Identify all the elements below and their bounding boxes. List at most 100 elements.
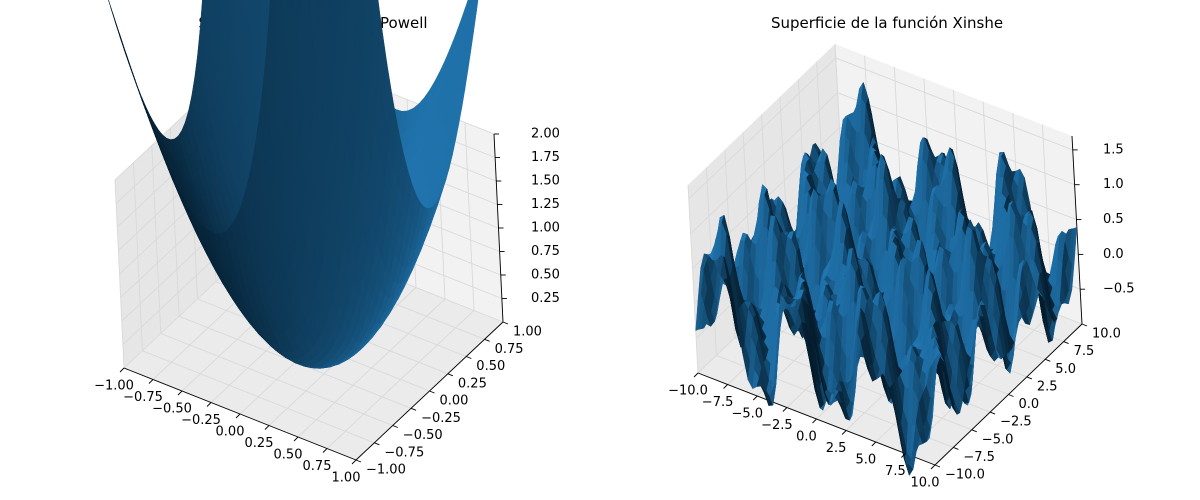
gridline-z-left bbox=[690, 92, 838, 235]
x-tick-label: 0.75 bbox=[303, 459, 332, 474]
y-tick-label: −0.25 bbox=[421, 411, 461, 426]
y-tick-label: −5.0 bbox=[982, 432, 1014, 447]
y-tick-label: 0.75 bbox=[495, 342, 524, 357]
y-tick-mark bbox=[934, 464, 941, 468]
x-tick-label: 0.25 bbox=[245, 436, 274, 451]
surface-patch bbox=[317, 0, 321, 14]
x-tick-label: 0.50 bbox=[274, 448, 303, 463]
x-tick-label: −2.5 bbox=[761, 418, 793, 433]
x-tick-mark bbox=[841, 430, 847, 435]
surface-patch bbox=[367, 0, 375, 36]
x-tick-mark bbox=[752, 395, 758, 401]
x-tick-label: −1.00 bbox=[94, 379, 134, 394]
chart-title: Superficie de la función Xinshe bbox=[771, 14, 1003, 32]
x-tick-label: 2.5 bbox=[826, 441, 847, 456]
x-tick-label: 0.00 bbox=[216, 425, 245, 440]
x-tick-label: −0.75 bbox=[123, 390, 163, 405]
gridline-z-back bbox=[837, 92, 1075, 186]
surface-patch bbox=[347, 0, 349, 5]
surface-patch bbox=[357, 0, 366, 45]
surface-patch bbox=[299, 0, 302, 11]
x-tick-mark bbox=[119, 367, 125, 373]
x-tick-label: 10.0 bbox=[911, 476, 940, 491]
plot-area: −1.00−0.75−0.50−0.250.000.250.500.751.00… bbox=[94, 0, 560, 486]
plot-area: −10.0−7.5−5.0−2.50.02.55.07.510.0−10.0−7… bbox=[668, 43, 1135, 491]
y-tick-mark bbox=[429, 390, 435, 394]
x-tick-mark bbox=[812, 418, 817, 424]
x-tick-mark bbox=[871, 441, 877, 447]
y-tick-label: 5.0 bbox=[1055, 362, 1076, 377]
z-tick-label: −0.5 bbox=[1103, 282, 1135, 297]
y-tick-label: −0.75 bbox=[384, 445, 424, 460]
x-tick-mark bbox=[693, 372, 699, 378]
surface-patch bbox=[271, 0, 282, 47]
surface bbox=[108, 0, 479, 369]
z-tick-label: 0.75 bbox=[531, 244, 560, 259]
z-tick-label: 1.00 bbox=[531, 221, 560, 236]
y-tick-mark bbox=[989, 411, 996, 415]
y-tick-label: 0.00 bbox=[440, 394, 469, 409]
y-tick-label: 2.5 bbox=[1037, 379, 1058, 394]
z-tick-label: 2.00 bbox=[531, 127, 560, 142]
z-tick-label: 1.0 bbox=[1103, 177, 1124, 192]
x-tick-label: −0.25 bbox=[181, 413, 221, 428]
y-tick-mark bbox=[447, 373, 454, 377]
gridline-z-left bbox=[688, 57, 837, 200]
x-tick-mark bbox=[293, 436, 299, 442]
y-tick-mark bbox=[1008, 394, 1014, 397]
gridline-y-left bbox=[687, 184, 699, 374]
x-tick-mark bbox=[930, 464, 936, 470]
y-tick-label: 1.00 bbox=[513, 325, 542, 340]
y-tick-mark bbox=[1063, 341, 1069, 345]
x-tick-label: 5.0 bbox=[855, 453, 876, 468]
z-tick-label: 0.5 bbox=[1103, 212, 1124, 227]
y-tick-mark bbox=[484, 338, 490, 342]
xinshe-surface-chart: Superficie de la función Xinshe −10.0 −7.… bbox=[668, 14, 1135, 491]
z-tick-label: 1.5 bbox=[1103, 142, 1124, 157]
surface-patch bbox=[347, 0, 358, 53]
x-tick-mark bbox=[206, 402, 212, 407]
x-tick-label: −7.5 bbox=[702, 395, 734, 410]
y-tick-mark bbox=[392, 425, 398, 428]
y-tick-label: 0.0 bbox=[1019, 397, 1040, 412]
y-tick-mark bbox=[971, 429, 977, 433]
powell-surface-chart: Superficie de la función Powell −1.00−0.… bbox=[94, 0, 560, 486]
y-tick-label: −10.0 bbox=[945, 468, 985, 483]
x-tick-mark bbox=[264, 425, 270, 430]
z-tick-label: 1.25 bbox=[531, 197, 560, 212]
x-tick-mark bbox=[177, 390, 183, 396]
y-tick-mark bbox=[1026, 376, 1033, 380]
x-tick-mark bbox=[148, 379, 154, 384]
gridline-y-floor bbox=[142, 350, 375, 444]
x-tick-label: 7.5 bbox=[885, 464, 906, 479]
y-tick-mark bbox=[502, 321, 509, 325]
y-tick-mark bbox=[355, 459, 362, 463]
y-tick-mark bbox=[1045, 358, 1051, 362]
y-tick-mark bbox=[466, 356, 472, 359]
y-tick-mark bbox=[410, 407, 417, 411]
x-tick-mark bbox=[322, 448, 328, 453]
surface-patch bbox=[371, 0, 382, 76]
x-tick-label: −5.0 bbox=[732, 407, 764, 422]
x-tick-mark bbox=[235, 413, 241, 419]
y-tick-label: 0.50 bbox=[476, 359, 505, 374]
z-tick-label: 1.50 bbox=[531, 174, 560, 189]
x-tick-label: −0.50 bbox=[152, 402, 192, 417]
y-tick-label: −7.5 bbox=[963, 450, 995, 465]
x-tick-label: 1.00 bbox=[332, 471, 361, 486]
y-tick-label: −1.00 bbox=[366, 463, 406, 478]
x-tick-mark bbox=[723, 384, 728, 389]
gridline-z-back bbox=[835, 57, 1073, 151]
y-tick-label: −2.5 bbox=[1000, 415, 1032, 430]
gridline-y-floor bbox=[160, 333, 393, 426]
y-tick-label: −0.50 bbox=[403, 428, 443, 443]
surface-patch bbox=[308, 0, 312, 13]
y-tick-mark bbox=[374, 442, 380, 446]
y-tick-mark bbox=[1081, 323, 1088, 327]
x-tick-label: 0.0 bbox=[796, 430, 817, 445]
z-axis-line bbox=[1071, 135, 1083, 325]
x-tick-mark bbox=[782, 407, 788, 412]
z-tick-label: 0.25 bbox=[531, 291, 560, 306]
